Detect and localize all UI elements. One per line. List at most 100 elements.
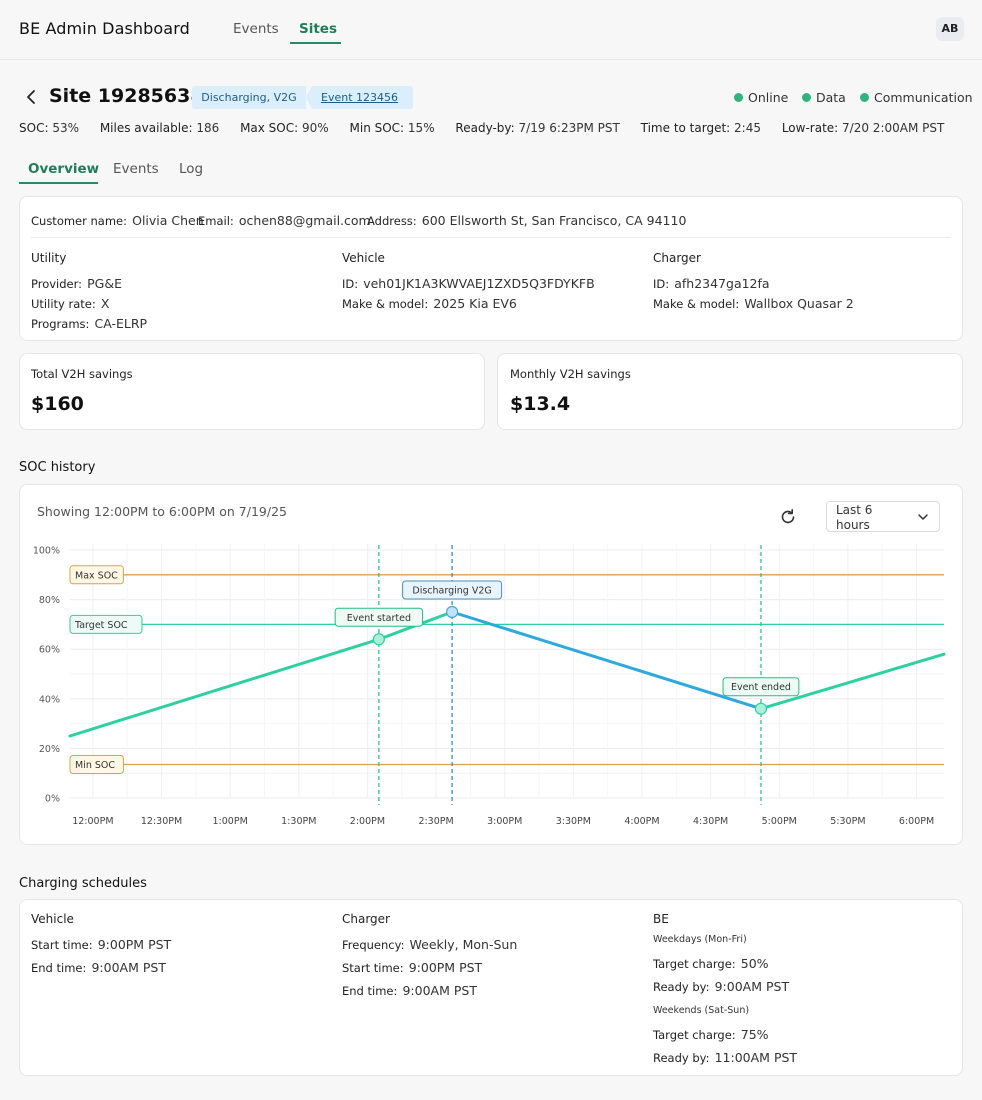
schedule-vehicle-start: Start time: 9:00PM PST <box>31 937 172 952</box>
status-data: Data <box>802 90 846 105</box>
utility-heading: Utility <box>31 251 67 265</box>
x-tick-label: 12:00PM <box>72 816 113 827</box>
status-dot-icon <box>802 93 811 102</box>
x-tick-label: 1:30PM <box>281 816 316 827</box>
charger-heading: Charger <box>653 251 701 265</box>
chart-range-text: Showing 12:00PM to 6:00PM on 7/19/25 <box>37 504 287 519</box>
x-tick-label: 5:00PM <box>762 816 797 827</box>
x-tick-label: 3:00PM <box>487 816 522 827</box>
event-point <box>445 605 459 619</box>
stat-max-soc: Max SOC: 90% <box>240 121 329 135</box>
time-range-select[interactable]: Last 6 hours <box>826 501 940 532</box>
schedule-charger-end: End time: 9:00AM PST <box>342 983 477 998</box>
charger-id: ID: afh2347ga12fa <box>653 276 770 291</box>
status-dot-icon <box>860 93 869 102</box>
vehicle-model: Make & model: 2025 Kia EV6 <box>342 296 517 311</box>
monthly-savings-label: Monthly V2H savings <box>510 367 631 381</box>
vehicle-id: ID: veh01JK1A3KWVAEJ1ZXD5Q3FDYKFB <box>342 276 595 291</box>
time-range-select-value: Last 6 hours <box>836 503 873 532</box>
y-tick-label: 40% <box>39 694 60 705</box>
soc-history-heading: SOC history <box>19 460 96 475</box>
vehicle-heading: Vehicle <box>342 251 385 265</box>
state-badge: Discharging, V2G <box>192 86 306 109</box>
event-label-box <box>402 580 503 600</box>
x-tick-label: 2:00PM <box>350 816 385 827</box>
schedule-weekends-ready: Ready by: 11:00AM PST <box>653 1050 798 1065</box>
back-arrow-icon[interactable] <box>23 88 39 106</box>
customer-name: Customer name: Olivia Chen <box>31 213 204 228</box>
site-stats: SOC: 53% Miles available: 186 Max SOC: 9… <box>19 121 961 135</box>
schedule-be-heading: BE <box>653 912 669 926</box>
schedule-weekdays-ready: Ready by: 9:00AM PST <box>653 979 790 994</box>
schedule-charger-heading: Charger <box>342 912 390 926</box>
event-point <box>372 633 385 646</box>
tab-overview[interactable]: Overview <box>28 161 100 177</box>
schedule-vehicle-heading: Vehicle <box>31 912 74 926</box>
stat-miles: Miles available: 186 <box>99 121 220 135</box>
stat-soc: SOC: 53% <box>19 121 79 135</box>
customer-address: Address: 600 Ellsworth St, San Francisco… <box>367 213 687 228</box>
utility-provider: Provider: PG&E <box>31 276 122 291</box>
status-communication: Communication <box>860 90 973 105</box>
y-tick-label: 20% <box>39 744 60 755</box>
schedule-charger-frequency: Frequency: Weekly, Mon-Sun <box>342 937 518 952</box>
threshold-label: Max SOC <box>75 570 118 581</box>
schedule-weekends-target: Target charge: 75% <box>653 1027 769 1042</box>
charger-model: Make & model: Wallbox Quasar 2 <box>653 296 854 311</box>
x-tick-label: 5:30PM <box>830 816 865 827</box>
y-tick-label: 100% <box>33 546 60 557</box>
threshold-label-box <box>69 614 143 634</box>
monthly-savings-value: $13.4 <box>510 393 571 415</box>
monthly-savings-card: Monthly V2H savings $13.4 <box>497 353 963 430</box>
schedule-weekdays-target: Target charge: 50% <box>653 956 769 971</box>
soc-history-card: Showing 12:00PM to 6:00PM on 7/19/25 <box>19 484 963 845</box>
nav-active-indicator <box>290 42 341 44</box>
y-tick-label: 80% <box>39 595 60 606</box>
event-link-badge[interactable]: Event 123456 <box>306 86 413 109</box>
refresh-icon[interactable] <box>779 508 797 526</box>
event-label: Event started <box>347 613 411 624</box>
schedule-charger-start: Start time: 9:00PM PST <box>342 960 483 975</box>
stat-time-to-target: Time to target: 2:45 <box>640 121 761 135</box>
threshold-label-box <box>69 755 124 775</box>
utility-programs: Programs: CA-ELRP <box>31 316 148 331</box>
tab-log[interactable]: Log <box>179 161 204 177</box>
x-tick-label: 12:30PM <box>141 816 182 827</box>
threshold-label-box <box>69 565 124 585</box>
status-dot-icon <box>734 93 743 102</box>
schedule-vehicle-end: End time: 9:00AM PST <box>31 960 166 975</box>
event-label-box <box>722 677 800 697</box>
event-label-box <box>334 607 424 627</box>
tab-active-indicator <box>19 182 98 184</box>
x-tick-label: 2:30PM <box>418 816 453 827</box>
avatar[interactable]: AB <box>936 17 964 41</box>
stat-ready-by: Ready-by: 7/19 6:23PM PST <box>455 121 620 135</box>
total-savings-card: Total V2H savings $160 <box>19 353 485 430</box>
event-point <box>754 702 768 715</box>
top-bar: BE Admin Dashboard Events Sites AB <box>0 0 982 60</box>
stat-low-rate: Low-rate: 7/20 2:00AM PST <box>781 121 945 135</box>
nav-tab-sites[interactable]: Sites <box>299 21 337 37</box>
x-tick-label: 6:00PM <box>899 816 934 827</box>
charging-schedules-heading: Charging schedules <box>19 876 147 891</box>
app-title: BE Admin Dashboard <box>19 19 190 38</box>
stat-min-soc: Min SOC: 15% <box>349 121 435 135</box>
page-title: Site 19285638 <box>49 85 204 107</box>
tab-events[interactable]: Events <box>113 161 159 177</box>
site-info-card: Customer name: Olivia Chen Email: ochen8… <box>19 196 963 341</box>
x-tick-label: 1:00PM <box>213 816 248 827</box>
chevron-down-icon <box>918 514 928 520</box>
schedule-weekends-label: Weekends (Sat-Sun) <box>653 1005 750 1016</box>
soc-series-line <box>450 610 763 711</box>
divider <box>31 237 951 238</box>
soc-series-line <box>759 652 946 711</box>
event-label: Discharging V2G <box>412 586 491 597</box>
status-online: Online <box>734 90 788 105</box>
nav-tab-events[interactable]: Events <box>233 21 279 37</box>
total-savings-value: $160 <box>31 393 84 415</box>
y-tick-label: 60% <box>39 645 60 656</box>
threshold-label: Target SOC <box>74 620 128 631</box>
total-savings-label: Total V2H savings <box>31 367 133 381</box>
charging-schedules-card: Vehicle Start time: 9:00PM PST End time:… <box>19 899 963 1076</box>
